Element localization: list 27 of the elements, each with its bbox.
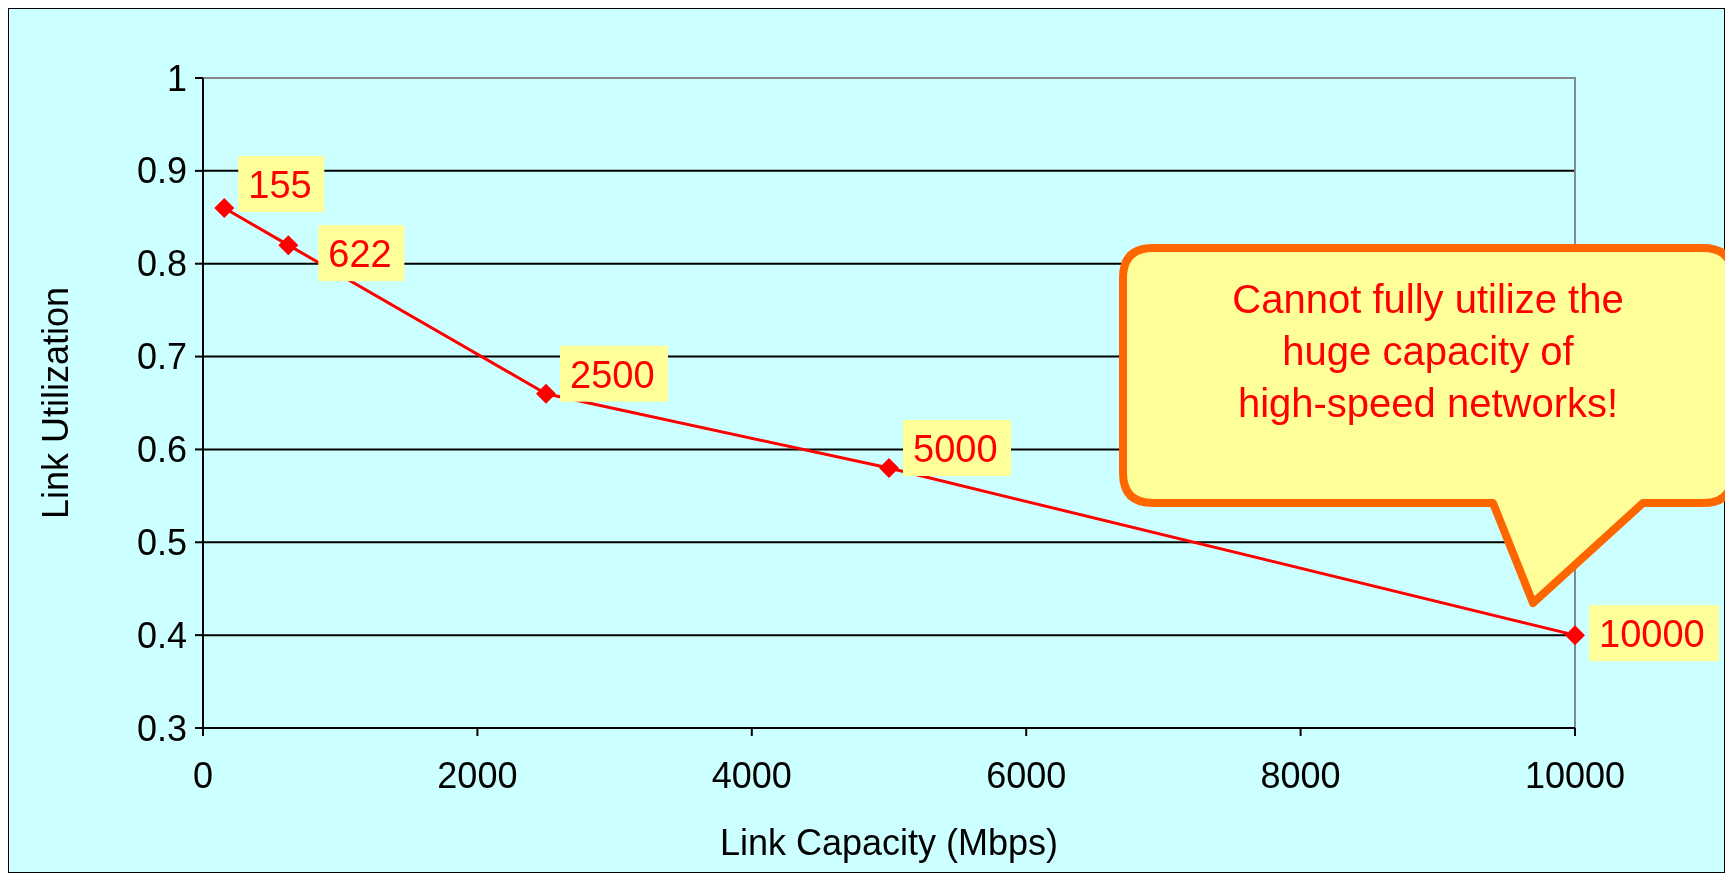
point: [214, 198, 235, 218]
x-axis-title: Link Capacity (Mbps): [719, 822, 1059, 863]
point: [278, 235, 299, 256]
annotation: 10000: [1599, 613, 1705, 656]
y-tick-label: 0.7: [136, 336, 187, 378]
annotation: 155: [248, 164, 312, 206]
annotation: 5000: [913, 428, 998, 470]
x-tick-label: 6000: [986, 755, 1067, 796]
point: [536, 383, 556, 404]
y-tick-label: 1: [166, 57, 187, 99]
annotation: 622: [328, 233, 392, 276]
y-axis-title: Link Utilization: [35, 286, 76, 520]
x-tick-label: 8000: [1260, 755, 1341, 796]
y-tick-label: 0.5: [136, 521, 187, 563]
annotation: Cannot fully utilize the huge capacity of high-speed networks!: [1232, 277, 1624, 425]
point: [879, 458, 899, 478]
x-tick-label: 2000: [437, 755, 518, 796]
x-tick-label: 0: [192, 755, 214, 796]
point: [1565, 625, 1585, 646]
y-tick-label: 0.8: [136, 243, 187, 285]
x-tick-label: 4000: [711, 755, 792, 796]
annotation: 2500: [570, 353, 655, 396]
y-tick-label: 0.9: [136, 150, 187, 192]
y-tick-label: 0.6: [136, 429, 187, 471]
y-tick-label: 0.3: [136, 707, 187, 749]
y-tick-label: 0.4: [136, 614, 187, 656]
x-tick-label: 10000: [1524, 755, 1626, 796]
